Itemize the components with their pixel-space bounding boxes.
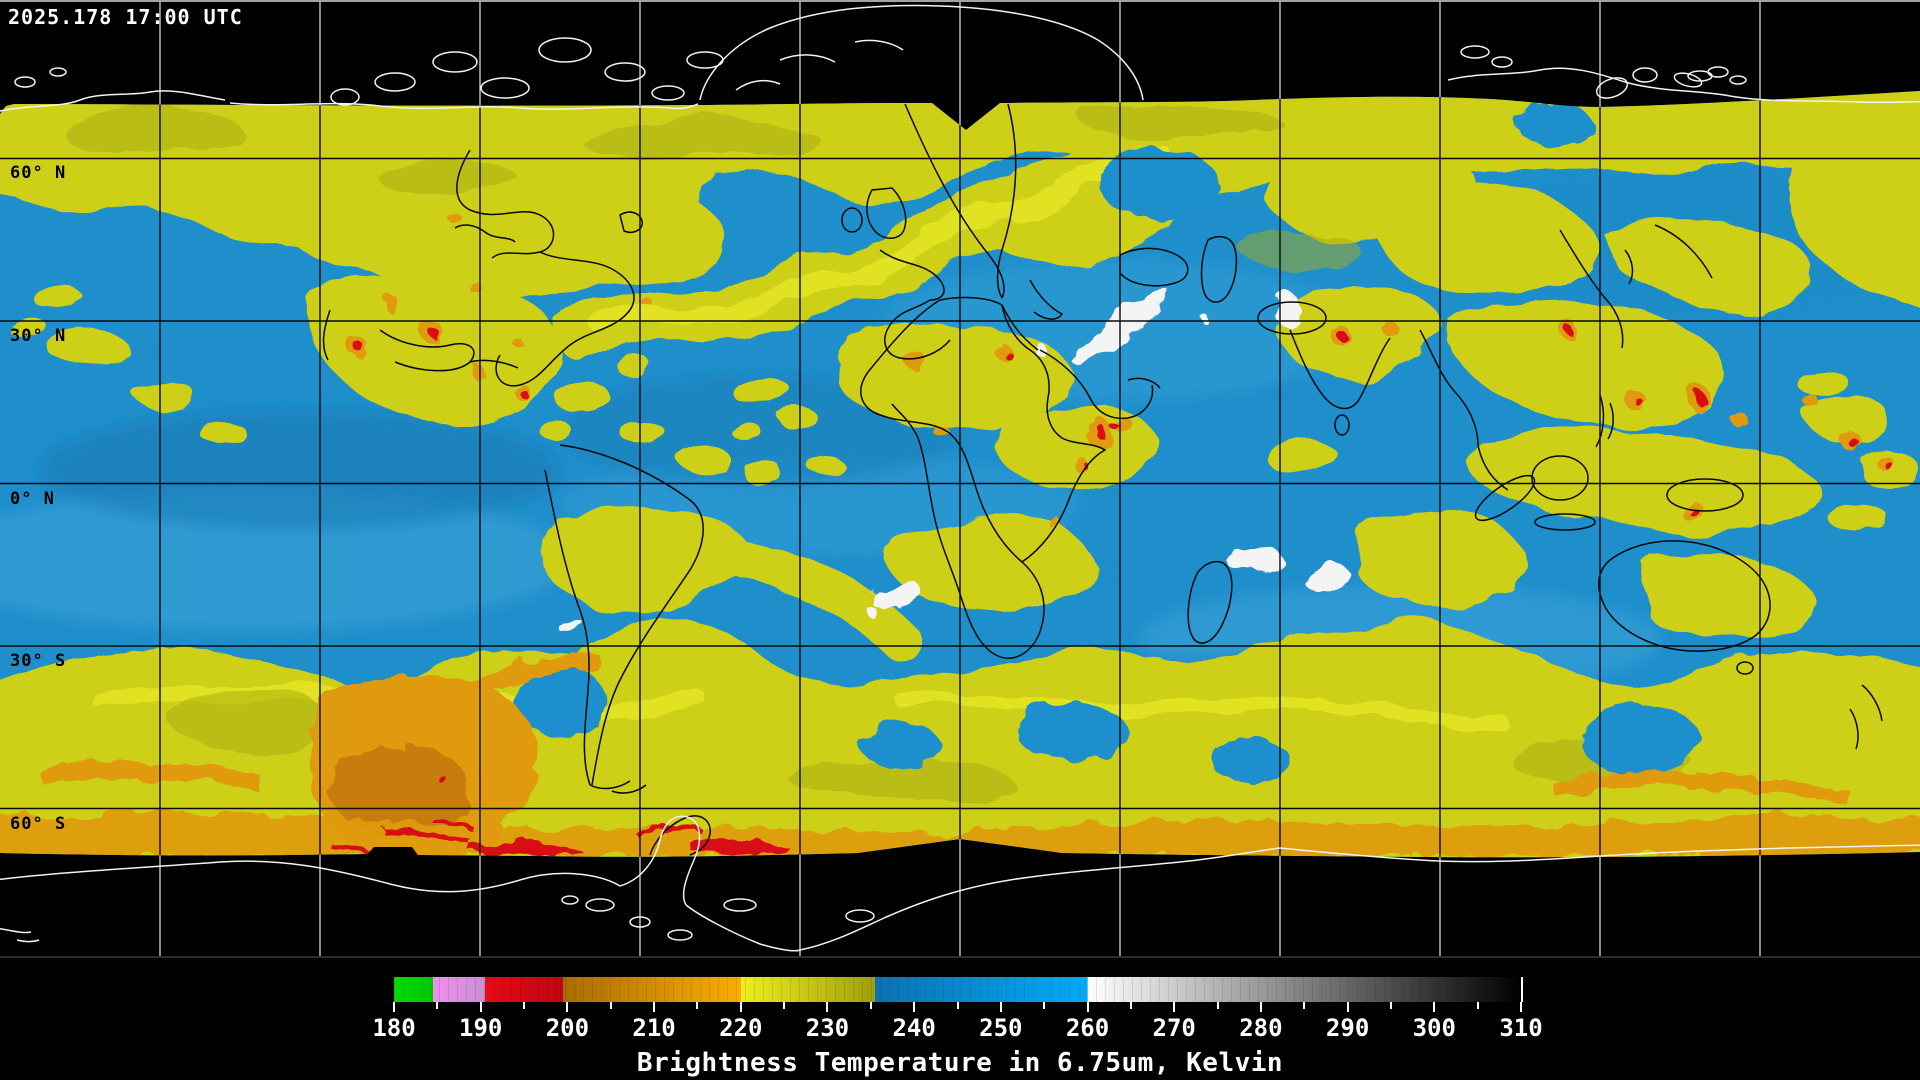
coastlines-white-polar <box>0 4 1920 952</box>
colorbar-major-tick <box>393 1002 395 1012</box>
dry-slots <box>515 105 1700 782</box>
colorbar-tick-label: 270 <box>1152 1014 1196 1042</box>
colorbar-title: Brightness Temperature in 6.75um, Kelvin <box>636 1048 1284 1078</box>
colorbar-minor-tick <box>783 1002 786 1009</box>
colorbar-major-tick <box>739 1002 742 1012</box>
latitude-label-1: 30° N <box>10 326 67 346</box>
colorbar-major-tick <box>653 1002 656 1012</box>
colorbar-tick-label: 220 <box>719 1014 763 1042</box>
colorbar-major-tick <box>479 1002 482 1012</box>
colorbar-minor-tick <box>696 1002 699 1009</box>
colorbar-tick-label: 230 <box>805 1014 850 1042</box>
latitude-label-2: 0° N <box>10 489 55 509</box>
coldest-cloud-red <box>329 328 1891 858</box>
colorbar-tick-label: 290 <box>1325 1014 1370 1042</box>
colorbar-tick-label: 310 <box>1499 1014 1543 1042</box>
colorbar-tick-label: 210 <box>632 1014 676 1042</box>
data-region <box>0 91 1920 858</box>
colorbar-minor-tick <box>869 1002 872 1009</box>
colorbar-minor-tick <box>1129 1002 1132 1009</box>
colorbar-tick-label: 200 <box>545 1014 590 1042</box>
colorbar-minor-tick <box>956 1002 959 1009</box>
colorbar-major-tick <box>1086 1002 1089 1012</box>
grid-lines-black <box>0 91 1920 858</box>
colorbar-minor-tick <box>1303 1002 1306 1009</box>
colorbar-tick-label: 300 <box>1412 1014 1456 1042</box>
colorbar-tick-label: 260 <box>1065 1014 1110 1042</box>
latitude-label-3: 30° S <box>10 651 67 671</box>
colorbar-major-tick <box>1433 1002 1436 1012</box>
colorbar-major-tick <box>999 1002 1002 1012</box>
colorbar-tick-label: 280 <box>1239 1014 1283 1042</box>
colorbar-major-tick <box>826 1002 829 1012</box>
latitude-label-4: 60° S <box>10 814 67 834</box>
colorbar-minor-tick <box>1389 1002 1392 1009</box>
colorbar-tick-label: 250 <box>979 1014 1023 1042</box>
colorbar-minor-tick <box>1476 1002 1479 1009</box>
colorbar-banding <box>394 977 1521 1002</box>
colorbar-major-tick <box>1520 1002 1522 1012</box>
timestamp-label: 2025.178 17:00 UTC <box>8 5 243 29</box>
colorbar-minor-tick <box>609 1002 612 1009</box>
colorbar-major-tick <box>1173 1002 1176 1012</box>
colorbar-minor-tick <box>436 1002 439 1009</box>
colorbar-major-tick <box>1346 1002 1349 1012</box>
colorbar-major-tick <box>1259 1002 1262 1012</box>
colorbar-minor-tick <box>1216 1002 1219 1009</box>
colorbar-major-tick <box>566 1002 569 1012</box>
colorbar-tick-label: 190 <box>459 1014 503 1042</box>
colorbar-minor-tick <box>523 1002 526 1009</box>
colorbar-minor-tick <box>1043 1002 1046 1009</box>
colorbar-major-tick <box>913 1002 916 1012</box>
latitude-label-0: 60° N <box>10 163 67 183</box>
colorbar-tick-label: 180 <box>372 1014 416 1042</box>
colorbar-gradient <box>394 977 1523 1002</box>
water-vapor-map <box>0 0 1920 960</box>
colorbar-tick-label: 240 <box>892 1014 936 1042</box>
